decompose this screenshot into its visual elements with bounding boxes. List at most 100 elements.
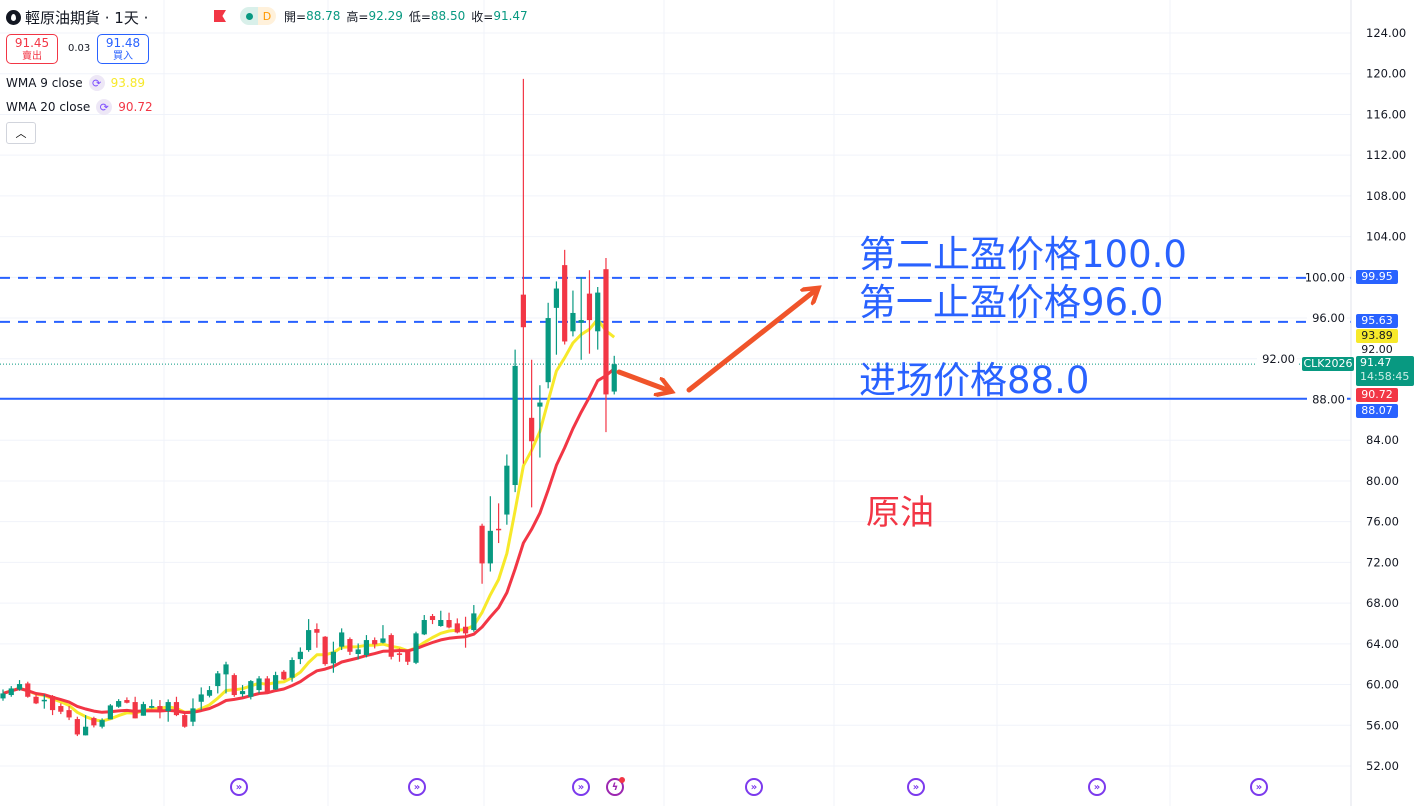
candle-body (91, 718, 97, 726)
collapse-legend-button[interactable]: ︿ (6, 122, 36, 144)
candle-body (74, 719, 80, 735)
candle-body (487, 530, 493, 564)
candle-body (116, 701, 122, 707)
indicator-wma9[interactable]: WMA 9 close ⟳ 93.89 (6, 75, 145, 91)
buy-price: 91.48 (105, 36, 141, 50)
price-tick-label: 60.00 (1366, 678, 1399, 692)
candle-body (215, 673, 221, 687)
candle-body (0, 693, 6, 699)
annotation-entry[interactable]: 进场价格88.0 (859, 362, 1089, 399)
price-tick-label: 56.00 (1366, 718, 1399, 732)
candle-body (553, 288, 560, 308)
candle-body (396, 653, 403, 655)
horizontal-lines (0, 276, 1351, 400)
lightning-event-icon[interactable]: ϟ (606, 777, 625, 796)
price-tick-label-backdrop (1257, 351, 1297, 366)
indicator-value: 93.89 (110, 76, 145, 90)
economic-event-icon[interactable]: » (745, 778, 763, 796)
economic-event-icon[interactable]: » (1088, 778, 1106, 796)
arrow-annotations (616, 289, 817, 391)
price-tick-label: 80.00 (1366, 474, 1399, 488)
indicator-wma20[interactable]: WMA 20 close ⟳ 90.72 (6, 99, 153, 115)
candle-body (380, 638, 386, 643)
candle-body (132, 702, 138, 719)
price-tick-label-backdrop (1307, 311, 1347, 326)
candle-body (355, 649, 361, 655)
sell-button[interactable]: 91.45 賣出 (6, 34, 58, 64)
candle-body (496, 528, 502, 531)
candle-body (330, 651, 336, 664)
price-tick-label-backdrop (1307, 392, 1347, 407)
candle-body (413, 633, 419, 663)
annotation-entry-b: 价格88.0 (933, 359, 1090, 402)
candle-body (471, 613, 477, 631)
indicator-value: 90.72 (118, 100, 153, 114)
price-tick-label: 112.00 (1366, 148, 1406, 162)
candle-body (586, 293, 593, 321)
price-tick-label: 124.00 (1366, 26, 1406, 40)
candle-body (322, 636, 328, 665)
economic-event-icon[interactable]: » (408, 778, 426, 796)
buy-button[interactable]: 91.48 買入 (97, 34, 149, 64)
price-tick-label: 76.00 (1366, 515, 1399, 529)
candle-body (206, 690, 213, 696)
annotation-asset[interactable]: 原油 (866, 493, 934, 533)
annotation-entry-a: 进场 (859, 359, 933, 402)
annotation-tp1[interactable]: 第一止盈价格96.0 (859, 281, 1164, 324)
price-tick-label-backdrop (1307, 270, 1347, 285)
entry-price-tag: 88.07 (1356, 404, 1398, 418)
candle-body (231, 675, 237, 696)
candle-body (603, 269, 609, 395)
price-tick-label: 100.00 (1305, 270, 1345, 284)
low-value: 88.50 (430, 9, 466, 23)
candle-body (83, 726, 89, 736)
hidden-price-tag: 92.00 (1356, 343, 1398, 356)
economic-event-icon[interactable]: » (230, 778, 248, 796)
economic-event-icon[interactable]: » (572, 778, 590, 796)
buy-label: 買入 (113, 51, 133, 62)
candle-body (281, 671, 287, 680)
candle-body (520, 294, 526, 328)
price-tick-label: 96.00 (1312, 311, 1345, 325)
spread-value: 0.03 (68, 43, 91, 54)
indicator-name: WMA 9 close (6, 76, 83, 90)
candle-body (297, 651, 303, 660)
low-label: 低= (408, 9, 431, 24)
annotation-tp2[interactable]: 第二止盈价格100.0 (859, 233, 1187, 276)
candle-body (446, 620, 452, 628)
wma-lines (2, 317, 616, 723)
candle-body (107, 705, 113, 720)
refresh-icon[interactable]: ⟳ (96, 99, 113, 115)
candle-body (25, 683, 31, 697)
candle-body (272, 675, 279, 690)
candle-body (41, 699, 47, 702)
candle-body (33, 696, 39, 704)
candle-body (289, 660, 295, 678)
open-value: 88.78 (306, 9, 341, 23)
economic-event-icon[interactable]: » (1250, 778, 1268, 796)
indicator-name: WMA 20 close (6, 100, 91, 114)
candles (0, 78, 617, 737)
price-tick-label: 64.00 (1366, 637, 1399, 651)
chevron-up-icon: ︿ (15, 127, 27, 140)
price-tick-label: 108.00 (1366, 189, 1406, 203)
bar-countdown: 14:58:45 (1360, 370, 1410, 383)
price-axis[interactable]: 124.00 120.00 116.00 112.00 108.00 104.00 100.… (1257, 26, 1406, 773)
price-tick-label: 120.00 (1366, 67, 1406, 81)
wma9-price-tag: 93.89 (1356, 329, 1398, 343)
flag-icon[interactable] (214, 10, 226, 22)
market-status-pill[interactable]: D (240, 7, 276, 25)
symbol-title[interactable]: 輕原油期貨 · 1天 · (25, 8, 149, 27)
candle-body (124, 700, 130, 703)
candle-body (479, 525, 485, 564)
candle-body (248, 681, 254, 697)
candle-body (165, 702, 171, 712)
close-label: 收= (471, 9, 494, 24)
candle-body (578, 320, 584, 323)
economic-event-icon[interactable]: » (907, 778, 925, 796)
candle-body (140, 704, 147, 716)
notification-dot (619, 777, 625, 783)
refresh-icon[interactable]: ⟳ (88, 75, 105, 91)
candle-body (372, 640, 378, 645)
